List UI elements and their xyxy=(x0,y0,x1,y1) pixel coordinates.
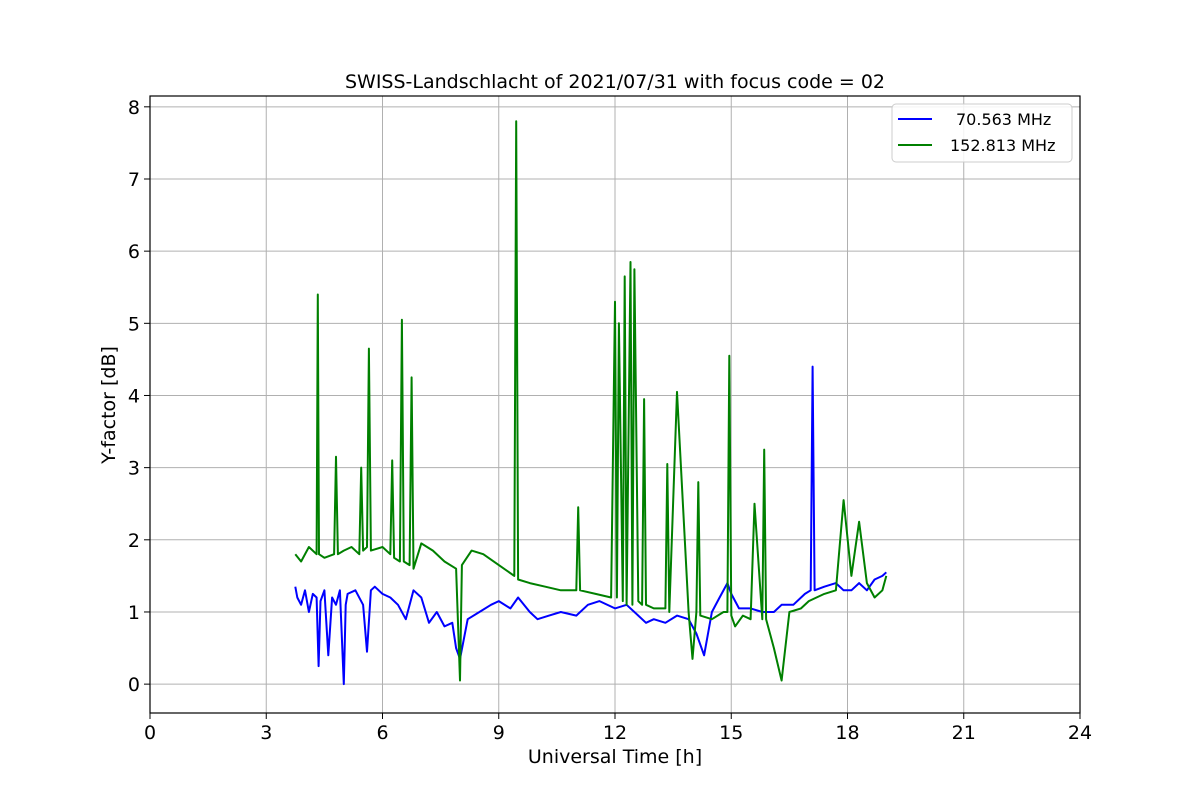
legend-label-series-2: 152.813 MHz xyxy=(950,136,1055,155)
series-layer xyxy=(294,120,888,686)
x-tick-label: 24 xyxy=(1068,722,1092,744)
x-axis-label: Universal Time [h] xyxy=(528,746,702,768)
series-line-2 xyxy=(294,120,888,682)
y-tick-label: 8 xyxy=(128,97,140,119)
x-tick-label: 21 xyxy=(952,722,976,744)
series-line-1 xyxy=(294,365,887,686)
x-tick-label: 15 xyxy=(719,722,743,744)
legend-label-series-1: 70.563 MHz xyxy=(956,110,1051,129)
y-axis: 0 1 2 3 4 5 6 7 8 xyxy=(128,97,150,696)
y-tick-label: 6 xyxy=(128,241,140,263)
y-tick-label: 4 xyxy=(128,385,140,407)
x-tick-label: 3 xyxy=(260,722,272,744)
x-tick-label: 18 xyxy=(835,722,859,744)
legend: 70.563 MHz 152.813 MHz xyxy=(891,103,1073,163)
x-tick-label: 6 xyxy=(376,722,388,744)
y-tick-label: 3 xyxy=(128,458,140,480)
y-tick-label: 0 xyxy=(128,674,140,696)
x-tick-label: 12 xyxy=(603,722,627,744)
legend-box xyxy=(891,103,1073,163)
y-tick-label: 7 xyxy=(128,169,140,191)
x-tick-label: 0 xyxy=(144,722,156,744)
y-tick-label: 2 xyxy=(128,530,140,552)
grid xyxy=(149,96,1081,713)
y-axis-label: Y-factor [dB] xyxy=(98,346,120,465)
y-tick-label: 1 xyxy=(128,602,140,624)
x-axis: 0 3 6 9 12 15 18 21 24 xyxy=(144,713,1092,744)
x-tick-label: 9 xyxy=(493,722,505,744)
y-tick-label: 5 xyxy=(128,313,140,335)
chart-title: SWISS-Landschlacht of 2021/07/31 with fo… xyxy=(345,71,885,93)
